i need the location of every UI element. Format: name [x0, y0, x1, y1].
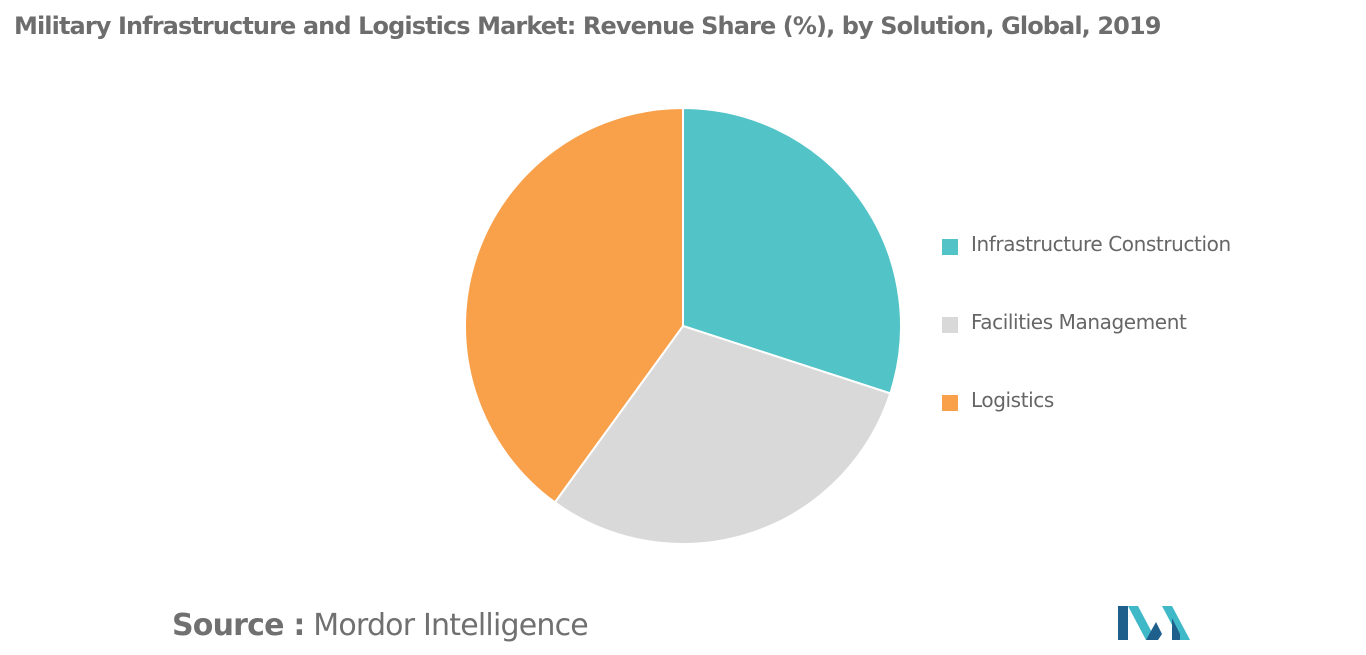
legend-swatch-facilities-management	[942, 317, 958, 333]
chart-title: Military Infrastructure and Logistics Ma…	[14, 12, 1161, 40]
mordor-intelligence-logo-icon	[1118, 606, 1190, 640]
pie-slice-infrastructure-construction	[682, 106, 902, 395]
legend-swatch-infrastructure-construction	[942, 239, 958, 255]
logo-shape-left-dark	[1118, 606, 1128, 640]
pie-slice-facilities-management	[553, 324, 892, 545]
legend-swatch-logistics	[942, 395, 958, 411]
legend-label-logistics: Logistics	[971, 388, 1054, 412]
logo-shape-right-dark	[1172, 618, 1180, 640]
legend-label-infrastructure-construction: Infrastructure Construction	[971, 232, 1231, 256]
pie-slice-logistics	[463, 106, 684, 504]
logo-shape-right-diagonal	[1162, 606, 1190, 640]
source-value: Mordor Intelligence	[313, 608, 588, 643]
source-note: Source : Mordor Intelligence	[172, 608, 589, 643]
logo-shape-left-diagonal	[1128, 606, 1156, 640]
source-label: Source :	[172, 608, 305, 643]
legend-label-facilities-management: Facilities Management	[971, 310, 1187, 334]
pie-slices	[463, 106, 902, 545]
logo-shape-middle-dark	[1146, 622, 1162, 640]
